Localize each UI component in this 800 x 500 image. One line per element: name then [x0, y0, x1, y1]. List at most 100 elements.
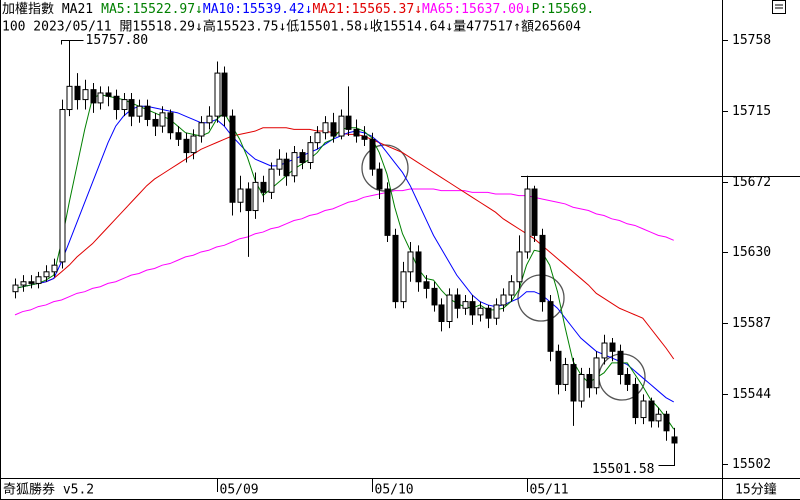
x-tick-label: 05/11	[530, 483, 569, 498]
candle-body	[314, 132, 321, 144]
candle-body	[361, 135, 368, 140]
candle-body	[97, 92, 104, 104]
candle-body	[624, 373, 631, 385]
candle-body	[578, 373, 585, 402]
candle-body	[206, 115, 213, 124]
candle-body	[245, 188, 252, 212]
y-tick-label: 15502	[732, 457, 771, 472]
candle-body	[214, 72, 221, 117]
candle-body	[229, 115, 236, 203]
candle-body	[547, 301, 554, 352]
candle-body	[198, 122, 205, 137]
header-legend: 加權指數 MA21 MA5:15522.97↓MA10:15539.42↓MA21…	[2, 2, 594, 17]
candle-body	[562, 364, 569, 385]
candle-body	[322, 122, 329, 134]
candle-body	[438, 304, 445, 323]
candle-body	[35, 276, 42, 284]
candle-body	[291, 152, 298, 177]
candle-body	[369, 138, 376, 170]
candle-body	[105, 92, 112, 97]
candle-body	[237, 188, 244, 203]
candle-body	[136, 105, 143, 117]
period-label: 15分鐘	[735, 482, 777, 498]
y-tick-label: 15758	[732, 33, 771, 48]
candle-body	[609, 342, 616, 352]
candle-body	[431, 287, 438, 306]
candle-body	[469, 301, 476, 316]
candle-body	[167, 112, 174, 134]
max-label: 15757.80	[86, 33, 149, 48]
candle-body	[570, 364, 577, 402]
candle-body	[508, 281, 515, 296]
min-label: 15501.58	[592, 462, 655, 477]
candle-body	[330, 122, 337, 137]
candle-body	[500, 294, 507, 306]
candle-body	[43, 271, 50, 278]
candle-body	[90, 89, 97, 104]
candle-body	[28, 281, 35, 284]
candle-body	[128, 99, 135, 117]
candle-body	[655, 413, 662, 422]
candle-body	[539, 234, 546, 303]
candle-body	[252, 181, 259, 212]
y-tick-label: 15544	[732, 387, 771, 402]
header-title: 加權指數 MA21	[2, 2, 93, 17]
candle-body	[555, 350, 562, 385]
candle-body	[663, 413, 670, 432]
price-tag: P:15569.	[532, 2, 595, 17]
candle-body	[66, 85, 73, 111]
window-button[interactable]	[772, 0, 786, 14]
candle-body	[144, 105, 151, 120]
x-tick-label: 05/10	[375, 483, 414, 498]
candle-body	[260, 181, 267, 193]
max-marker	[61, 40, 84, 45]
candle-body	[593, 357, 600, 389]
candle-body	[353, 128, 360, 137]
candle-body	[183, 138, 190, 154]
y-tick-label: 15630	[732, 245, 771, 260]
legend-entry: MA65:15637.00↓	[422, 2, 532, 17]
candle-body	[152, 118, 159, 127]
candle-body	[268, 168, 275, 193]
ma-line	[14, 188, 674, 316]
candle-body	[640, 400, 647, 419]
candle-body	[12, 284, 19, 293]
legend-entry: MA5:15522.97↓	[101, 2, 203, 17]
candle-body	[632, 383, 639, 419]
candle-body	[407, 251, 414, 273]
candle-body	[276, 158, 283, 170]
candle-body	[175, 132, 182, 140]
header-info: 100 2023/05/11 開15518.29↓高15523.75↓低1550…	[2, 19, 581, 35]
candle-body	[617, 350, 624, 375]
candle-body	[376, 168, 383, 190]
candle-body	[20, 281, 27, 286]
candle-body	[299, 152, 306, 164]
candle-body	[283, 158, 290, 177]
candle-body	[400, 271, 407, 303]
candle-body	[446, 294, 453, 323]
x-tick-label: 05/09	[220, 483, 259, 498]
candle-body	[392, 234, 399, 303]
candle-body	[59, 109, 66, 263]
candle-body	[601, 342, 608, 359]
candle-body	[345, 115, 352, 130]
legend-entry: MA10:15539.42↓	[203, 2, 313, 17]
candle-body	[648, 400, 655, 422]
candle-body	[524, 188, 531, 253]
candle-body	[221, 72, 228, 117]
candle-body	[454, 294, 461, 309]
candle-body	[338, 115, 345, 137]
candle-body	[671, 436, 678, 444]
legend-entry: MA21:15565.37↓	[312, 2, 422, 17]
min-marker	[658, 443, 675, 466]
candle-body	[51, 264, 58, 273]
y-tick-label: 15587	[732, 316, 771, 331]
candle-body	[477, 307, 484, 316]
candle-body	[82, 89, 89, 101]
candle-body	[423, 281, 430, 289]
candle-body	[586, 373, 593, 389]
candle-body	[159, 112, 166, 127]
candle-body	[493, 304, 500, 319]
candle-body	[190, 135, 197, 154]
